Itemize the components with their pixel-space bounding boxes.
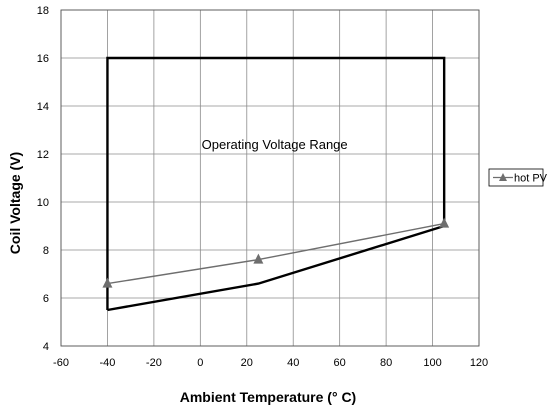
y-tick-label: 6 bbox=[43, 293, 49, 305]
legend: hot PV bbox=[488, 168, 548, 187]
x-tick-label: 100 bbox=[423, 357, 441, 369]
y-tick-label: 12 bbox=[37, 149, 49, 161]
grid bbox=[60, 9, 480, 347]
operating-range-bottom-line bbox=[107, 224, 445, 312]
x-tick-label: 60 bbox=[334, 357, 346, 369]
x-tick-label: 40 bbox=[287, 357, 299, 369]
legend-box bbox=[488, 168, 544, 187]
data-point-marker bbox=[102, 277, 113, 288]
tick-labels: -60 -40 -20 0 20 40 60 80 100 120 4 6 8 10 12 14 16 18 bbox=[37, 5, 488, 369]
x-tick-label: -60 bbox=[53, 357, 69, 369]
annotation-operating-voltage-range: Operating Voltage Range bbox=[202, 137, 348, 152]
data-point-marker bbox=[439, 217, 450, 228]
legend-label-hot-pv: hot PV bbox=[514, 173, 548, 185]
x-tick-label: -40 bbox=[99, 357, 115, 369]
y-tick-label: 4 bbox=[43, 341, 49, 353]
x-axis-title: Ambient Temperature (° C) bbox=[180, 389, 356, 405]
y-axis-title: Coil Voltage (V) bbox=[7, 152, 23, 254]
y-tick-label: 10 bbox=[37, 197, 49, 209]
x-tick-label: -20 bbox=[146, 357, 162, 369]
y-tick-label: 8 bbox=[43, 245, 49, 257]
y-tick-label: 18 bbox=[37, 5, 49, 17]
plot-area-frame bbox=[60, 9, 480, 347]
y-tick-label: 14 bbox=[37, 101, 49, 113]
x-tick-label: 80 bbox=[380, 357, 392, 369]
data-point-marker bbox=[253, 253, 264, 264]
legend-swatch-marker bbox=[499, 173, 507, 181]
x-tick-label: 20 bbox=[241, 357, 253, 369]
y-tick-label: 16 bbox=[37, 53, 49, 65]
data-markers bbox=[102, 217, 450, 288]
x-tick-label: 0 bbox=[197, 357, 203, 369]
operating-range-boundary-line bbox=[106, 56, 446, 310]
x-tick-label: 120 bbox=[470, 357, 488, 369]
